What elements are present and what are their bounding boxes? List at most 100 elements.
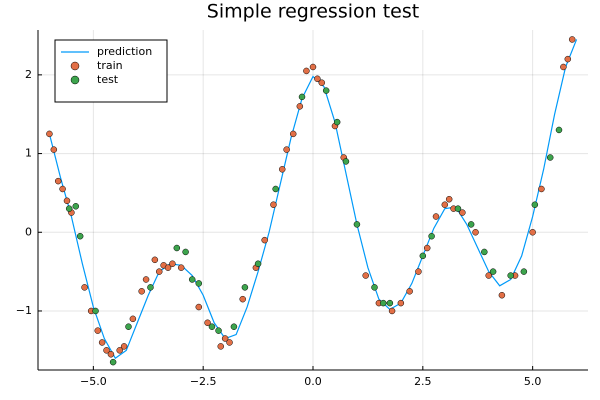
point: [270, 201, 277, 208]
point: [362, 272, 369, 279]
point: [204, 319, 211, 327]
point: [428, 232, 435, 240]
prediction-line: [48, 39, 578, 360]
point: [296, 103, 304, 110]
point: [81, 284, 88, 291]
point: [289, 130, 297, 138]
x-tick-label: −5.0: [80, 375, 107, 388]
point: [239, 295, 246, 303]
point: [568, 36, 576, 43]
point: [467, 221, 475, 228]
point: [65, 205, 73, 212]
point: [76, 232, 84, 240]
point: [94, 327, 101, 334]
point: [386, 299, 394, 307]
point: [116, 347, 123, 354]
point: [155, 268, 163, 275]
point: [472, 229, 479, 236]
point: [485, 272, 492, 279]
point: [454, 205, 462, 212]
point: [388, 307, 396, 315]
point: [406, 288, 413, 295]
point: [322, 87, 330, 94]
point: [188, 276, 196, 283]
point: [147, 284, 154, 291]
point: [397, 299, 405, 307]
legend-label: train: [97, 59, 123, 72]
point: [283, 146, 290, 153]
point: [92, 307, 99, 315]
point: [560, 63, 567, 71]
point: [215, 327, 222, 334]
point: [529, 229, 536, 236]
point: [278, 166, 286, 173]
point: [380, 299, 387, 307]
point: [109, 358, 117, 366]
point: [342, 158, 350, 165]
point: [489, 268, 497, 275]
point: [314, 75, 321, 83]
legend-box: [54, 39, 168, 103]
point: [125, 323, 132, 330]
point: [169, 260, 176, 267]
point: [120, 343, 128, 350]
point: [138, 288, 145, 295]
legend-label: test: [97, 73, 119, 86]
point: [103, 347, 110, 354]
point: [546, 154, 554, 161]
point: [142, 276, 150, 283]
y-tick-label: 2: [25, 68, 32, 81]
x-tick-label: 5.0: [524, 375, 542, 388]
point: [72, 203, 80, 210]
point: [63, 197, 71, 205]
chart-title: Simple regression test: [207, 1, 419, 23]
point: [54, 177, 62, 185]
point: [318, 79, 326, 86]
x-tick-label: −2.5: [190, 375, 217, 388]
x-tick-label: 2.5: [414, 375, 432, 388]
point: [107, 351, 115, 358]
point: [459, 209, 466, 216]
legend-marker: [70, 61, 80, 71]
point: [50, 146, 58, 153]
legend-label: prediction: [97, 45, 152, 58]
point: [507, 272, 514, 279]
point: [445, 195, 453, 203]
point: [241, 284, 249, 291]
legend-marker: [70, 75, 80, 85]
point: [177, 264, 185, 271]
point: [309, 63, 317, 71]
point: [419, 252, 427, 260]
point: [182, 248, 189, 256]
point: [129, 315, 137, 323]
point: [564, 55, 572, 63]
point: [520, 268, 528, 275]
point: [555, 126, 563, 134]
point: [230, 323, 238, 330]
point: [208, 323, 216, 330]
point: [272, 185, 279, 193]
point: [423, 244, 431, 252]
point: [538, 185, 545, 193]
point: [415, 268, 422, 275]
point: [164, 264, 172, 271]
point: [261, 236, 268, 244]
point: [298, 93, 306, 101]
point: [59, 185, 66, 193]
point: [46, 130, 53, 138]
point: [151, 256, 159, 264]
point: [98, 339, 106, 346]
point: [481, 248, 488, 256]
point: [195, 280, 203, 287]
point: [303, 67, 310, 75]
point: [432, 213, 440, 220]
point: [217, 343, 224, 350]
point: [353, 221, 361, 228]
point: [498, 291, 506, 299]
y-tick-label: 1: [25, 147, 32, 160]
y-tick-label: −1: [16, 304, 32, 317]
y-tick-label: 0: [25, 225, 32, 238]
point: [254, 260, 262, 267]
